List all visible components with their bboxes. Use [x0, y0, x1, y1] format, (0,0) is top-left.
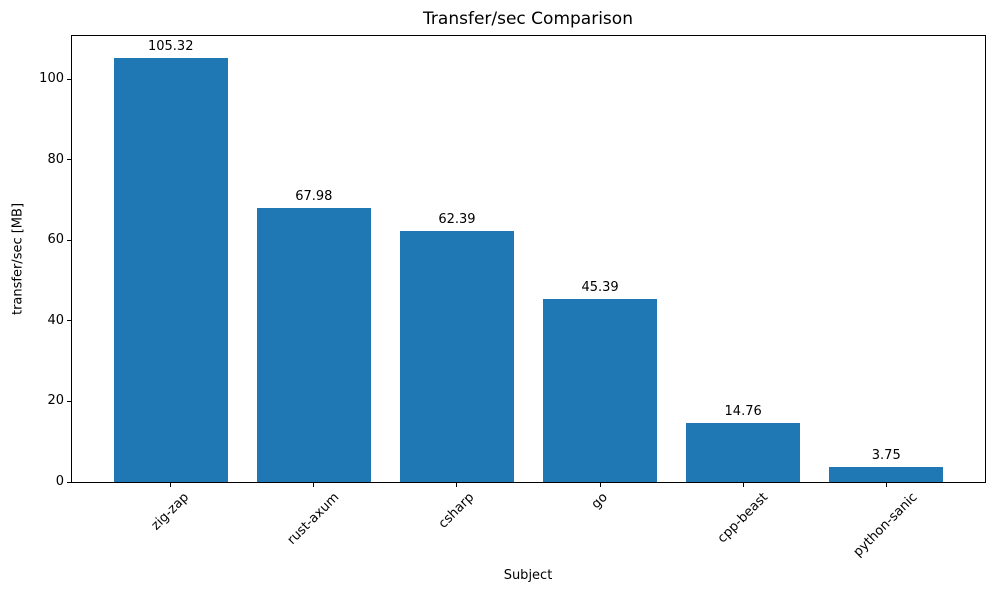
bar-value-label: 67.98: [295, 189, 333, 205]
x-tick-label: cpp-beast: [714, 490, 772, 547]
bar-value-label: 3.75: [871, 447, 901, 463]
y-tick-label: 20: [47, 393, 64, 409]
bar-zig-zap: [113, 57, 228, 482]
y-tick: [67, 78, 71, 80]
x-tick-label: go: [588, 490, 611, 513]
y-tick: [67, 239, 71, 241]
y-tick: [67, 159, 71, 161]
y-tick-label: 60: [47, 232, 64, 248]
bar-value-label: 14.76: [724, 403, 762, 419]
y-tick-label: 0: [55, 474, 64, 489]
plot-area: [71, 35, 986, 483]
bar-rust-axum: [256, 208, 372, 482]
bar-value-label: 105.32: [147, 38, 194, 54]
y-tick: [67, 400, 71, 402]
x-axis-label: Subject: [503, 568, 553, 583]
bar-csharp: [399, 230, 515, 482]
bar-go: [542, 299, 658, 482]
x-tick-label: csharp: [435, 490, 478, 532]
chart-title: Transfer/sec Comparison: [423, 9, 633, 29]
x-tick-label: zig-zap: [148, 490, 193, 534]
bar-python-sanic: [829, 466, 944, 482]
y-axis-label: transfer/sec [MB]: [10, 202, 26, 316]
y-tick: [67, 481, 71, 483]
bar-value-label: 45.39: [581, 280, 619, 296]
bar-cpp-beast: [685, 422, 801, 482]
y-tick-label: 40: [47, 312, 64, 328]
x-tick-label: python-sanic: [850, 490, 921, 560]
y-tick-label: 100: [39, 71, 64, 87]
x-tick: [313, 483, 315, 487]
x-tick: [170, 483, 172, 487]
x-tick: [885, 483, 887, 487]
bar-value-label: 62.39: [438, 211, 476, 227]
x-tick: [742, 483, 744, 487]
x-tick: [456, 483, 458, 487]
x-tick-label: rust-axum: [284, 490, 343, 548]
y-tick: [67, 320, 71, 322]
y-tick-label: 80: [47, 151, 64, 167]
x-tick: [599, 483, 601, 487]
